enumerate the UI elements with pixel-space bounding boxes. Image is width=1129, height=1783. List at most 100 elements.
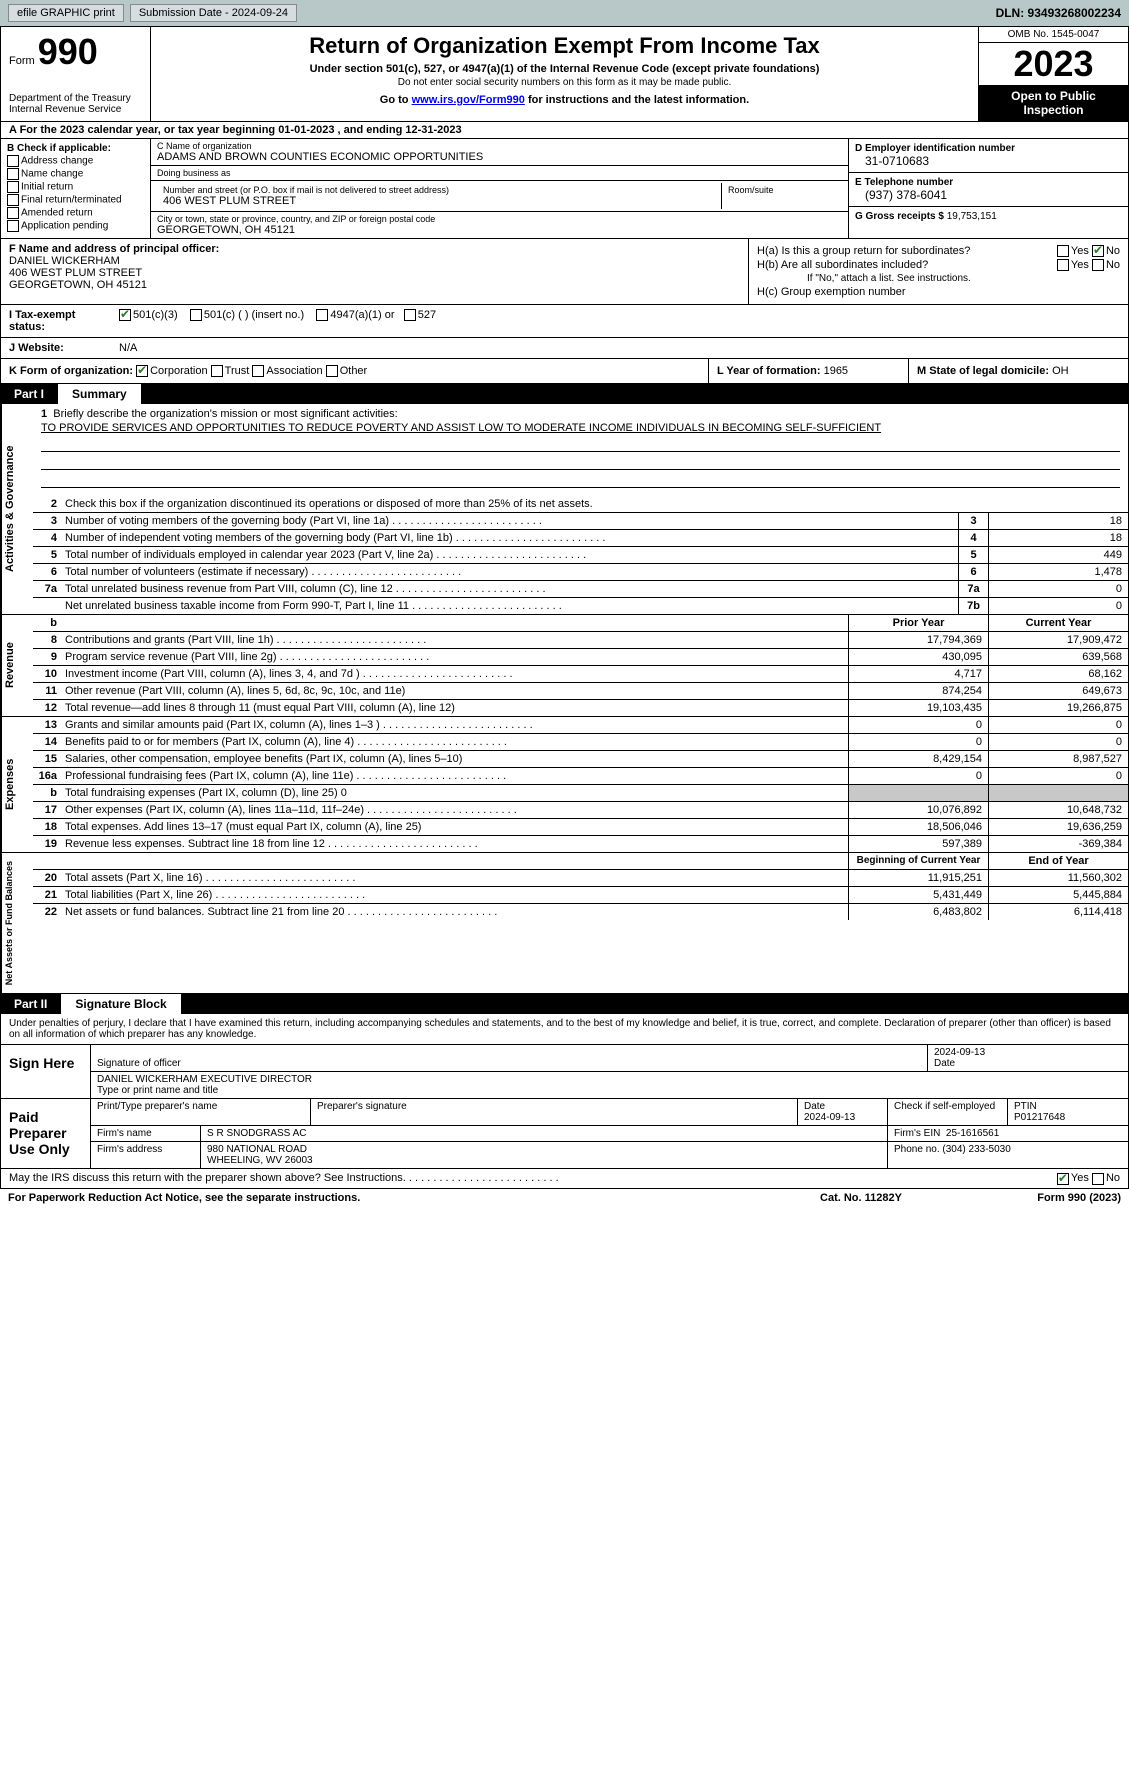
officer-city: GEORGETOWN, OH 45121 [9, 279, 740, 291]
tel-label: E Telephone number [855, 177, 1122, 188]
l22-current: 6,114,418 [988, 904, 1128, 920]
m-state-domicile: M State of legal domicile: OH [908, 359, 1128, 383]
l16b-desc: Total fundraising expenses (Part IX, col… [61, 785, 848, 801]
l17-current: 10,648,732 [988, 802, 1128, 818]
chk-name-change[interactable] [7, 168, 19, 180]
chk-final-return[interactable] [7, 194, 19, 206]
sidelabel-ag: Activities & Governance [1, 404, 33, 614]
chk-amended-return[interactable] [7, 207, 19, 219]
prep-name-label: Print/Type preparer's name [91, 1099, 311, 1125]
ein-label: D Employer identification number [855, 143, 1122, 154]
l15-desc: Salaries, other compensation, employee b… [61, 751, 848, 767]
l2-desc: Check this box if the organization disco… [65, 498, 593, 510]
l21-desc: Total liabilities (Part X, line 26) [61, 887, 848, 903]
form-label: Form [9, 55, 35, 67]
k-form-org: K Form of organization: Corporation Trus… [1, 359, 708, 383]
sign-here-label: Sign Here [1, 1045, 91, 1098]
firm-ein-label: Firm's EIN [894, 1128, 940, 1139]
col-f-officer: F Name and address of principal officer:… [1, 239, 748, 304]
line-1-mission: 1 Briefly describe the organization's mi… [33, 404, 1128, 496]
l19-current: -369,384 [988, 836, 1128, 852]
irs-link[interactable]: www.irs.gov/Form990 [412, 94, 525, 106]
l13-desc: Grants and similar amounts paid (Part IX… [61, 717, 848, 733]
chk-527[interactable] [404, 309, 416, 321]
chk-trust[interactable] [211, 365, 223, 377]
l3-value: 18 [988, 513, 1128, 529]
chk-501c3[interactable] [119, 309, 131, 321]
efile-print-button[interactable]: efile GRAPHIC print [8, 4, 124, 22]
opt-trust: Trust [225, 365, 250, 377]
form-title: Return of Organization Exempt From Incom… [157, 33, 972, 59]
chk-501c[interactable] [190, 309, 202, 321]
l21-current: 5,445,884 [988, 887, 1128, 903]
chk-ha-yes[interactable] [1057, 245, 1069, 257]
section-fh: F Name and address of principal officer:… [0, 239, 1129, 305]
omb-number: OMB No. 1545-0047 [979, 27, 1128, 43]
goto-line: Go to www.irs.gov/Form990 for instructio… [157, 94, 972, 106]
submission-date-button[interactable]: Submission Date - 2024-09-24 [130, 4, 297, 22]
firm-addr-value: 980 NATIONAL ROAD [207, 1144, 307, 1155]
chk-association[interactable] [252, 365, 264, 377]
part1-header: Part I Summary [0, 384, 1129, 404]
chk-ha-no[interactable] [1092, 245, 1104, 257]
l7a-desc: Total unrelated business revenue from Pa… [61, 581, 958, 597]
chk-other[interactable] [326, 365, 338, 377]
lbl-amended-return: Amended return [21, 208, 93, 219]
chk-discuss-no[interactable] [1092, 1173, 1104, 1185]
part1-num: Part I [0, 384, 58, 404]
l8-current: 17,909,472 [988, 632, 1128, 648]
chk-corporation[interactable] [136, 365, 148, 377]
row-a-period: A For the 2023 calendar year, or tax yea… [0, 122, 1129, 139]
discuss-question: May the IRS discuss this return with the… [9, 1172, 1057, 1184]
opt-other: Other [340, 365, 368, 377]
l17-desc: Other expenses (Part IX, column (A), lin… [61, 802, 848, 818]
chk-application-pending[interactable] [7, 220, 19, 232]
l7b-value: 0 [988, 598, 1128, 614]
header-left: Form 990 Department of the TreasuryInter… [1, 27, 151, 121]
ha-question: H(a) Is this a group return for subordin… [757, 245, 1057, 257]
chk-initial-return[interactable] [7, 181, 19, 193]
officer-street: 406 WEST PLUM STREET [9, 267, 740, 279]
officer-name-title: DANIEL WICKERHAM EXECUTIVE DIRECTOR [97, 1074, 312, 1085]
officer-name: DANIEL WICKERHAM [9, 255, 740, 267]
l12-prior: 19,103,435 [848, 700, 988, 716]
cell-org-name: C Name of organization ADAMS AND BROWN C… [151, 139, 848, 166]
l20-desc: Total assets (Part X, line 16) [61, 870, 848, 886]
l10-prior: 4,717 [848, 666, 988, 682]
l3-desc: Number of voting members of the governin… [61, 513, 958, 529]
chk-discuss-yes[interactable] [1057, 1173, 1069, 1185]
paid-preparer-label: Paid Preparer Use Only [1, 1099, 91, 1168]
l4-value: 18 [988, 530, 1128, 546]
l19-desc: Revenue less expenses. Subtract line 18 … [61, 836, 848, 852]
firm-addr-label: Firm's address [91, 1142, 201, 1168]
section-bcd: B Check if applicable: Address change Na… [0, 139, 1129, 239]
form-header: Form 990 Department of the TreasuryInter… [0, 26, 1129, 122]
form-subtitle: Under section 501(c), 527, or 4947(a)(1)… [157, 63, 972, 75]
section-activities-governance: Activities & Governance 1 Briefly descri… [0, 404, 1129, 615]
firm-city-value: WHEELING, WV 26003 [207, 1155, 313, 1166]
sig-intro-text: Under penalties of perjury, I declare th… [0, 1014, 1129, 1045]
l-label: L Year of formation: [717, 365, 821, 377]
l13-prior: 0 [848, 717, 988, 733]
cell-street: Number and street (or P.O. box if mail i… [151, 181, 848, 212]
gross-label: G Gross receipts $ [855, 211, 944, 222]
header-center: Return of Organization Exempt From Incom… [151, 27, 978, 121]
l10-current: 68,162 [988, 666, 1128, 682]
l7a-value: 0 [988, 581, 1128, 597]
part1-title: Summary [58, 384, 141, 404]
prep-sig-label: Preparer's signature [311, 1099, 798, 1125]
cell-officer-name: DANIEL WICKERHAM EXECUTIVE DIRECTOR Type… [91, 1072, 1128, 1098]
chk-hb-yes[interactable] [1057, 259, 1069, 271]
chk-hb-no[interactable] [1092, 259, 1104, 271]
l10-desc: Investment income (Part VIII, column (A)… [61, 666, 848, 682]
street-value: 406 WEST PLUM STREET [163, 195, 715, 207]
l21-prior: 5,431,449 [848, 887, 988, 903]
cell-sig-date: 2024-09-13Date [928, 1045, 1128, 1071]
room-label: Room/suite [728, 185, 836, 195]
section-net-assets: Net Assets or Fund Balances Beginning of… [0, 853, 1129, 994]
m-value: OH [1052, 365, 1069, 377]
cell-firm-phone: Phone no. (304) 233-5030 [888, 1142, 1128, 1168]
paid-preparer-block: Paid Preparer Use Only Print/Type prepar… [0, 1099, 1129, 1169]
chk-address-change[interactable] [7, 155, 19, 167]
chk-4947[interactable] [316, 309, 328, 321]
